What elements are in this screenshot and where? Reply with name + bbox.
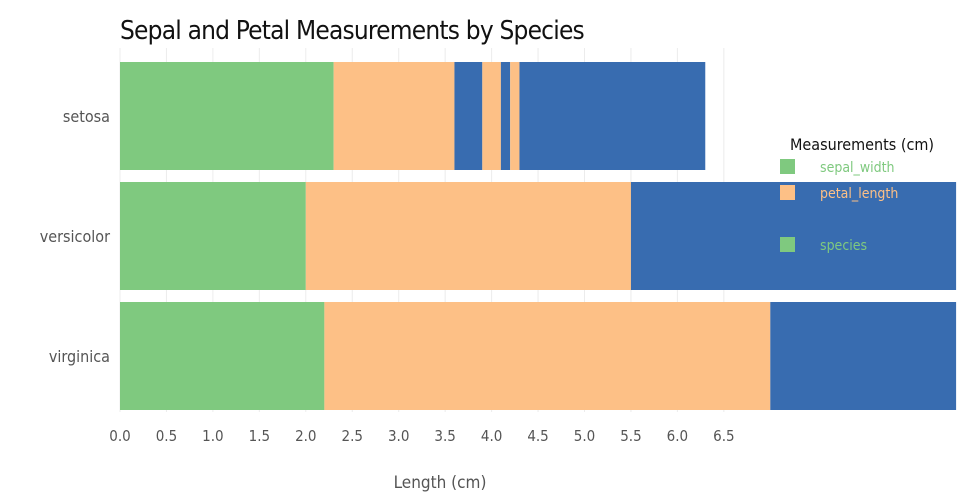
legend-swatch-species xyxy=(780,237,795,252)
category-label-setosa: setosa xyxy=(63,107,110,126)
bar-setosa-other-4 xyxy=(500,62,511,170)
x-tick-label-1: 0.5 xyxy=(156,427,177,445)
legend-label-sepal_width: sepal_width xyxy=(820,160,895,176)
bar-versicolor-sepal_width-7 xyxy=(120,182,306,290)
x-tick-label-11: 5.5 xyxy=(620,427,641,445)
legend-swatch-sepal_width xyxy=(780,159,795,174)
bar-setosa-petal_length-5 xyxy=(510,62,520,170)
legend-label-species: species xyxy=(820,238,867,254)
x-tick-label-2: 1.0 xyxy=(202,427,223,445)
bar-setosa-other-6 xyxy=(519,62,706,170)
x-tick-label-8: 4.0 xyxy=(481,427,502,445)
x-tick-label-13: 6.5 xyxy=(713,427,734,445)
category-labels: setosa versicolor virginica xyxy=(40,107,110,366)
bar-virginica-sepal_width-10 xyxy=(120,302,325,410)
x-tick-label-0: 0.0 xyxy=(109,427,130,445)
x-tick-label-10: 5.0 xyxy=(574,427,595,445)
chart-title: Sepal and Petal Measurements by Species xyxy=(120,16,585,46)
legend-label-petal_length: petal_length xyxy=(820,186,898,202)
bar-virginica-other-12 xyxy=(770,302,957,410)
x-tick-label-3: 1.5 xyxy=(249,427,270,445)
category-label-virginica: virginica xyxy=(49,347,110,366)
x-tick-label-12: 6.0 xyxy=(667,427,688,445)
x-tick-labels: 0.0 0.5 1.0 1.5 2.0 2.5 3.0 3.5 4.0 4.5 5.0 5.5 6.0 6… xyxy=(109,427,734,445)
bar-setosa-sepal_width-0 xyxy=(120,62,334,170)
bar-setosa-petal_length-3 xyxy=(482,62,501,170)
bar-setosa-petal_length-1 xyxy=(333,62,455,170)
legend: Measurements (cm) sepal_width petal_lengt… xyxy=(780,135,934,254)
x-tick-label-5: 2.5 xyxy=(342,427,363,445)
x-tick-label-7: 3.5 xyxy=(434,427,455,445)
bar-virginica-petal_length-11 xyxy=(324,302,771,410)
legend-swatch-petal_length xyxy=(780,185,795,200)
x-axis-title: Length (cm) xyxy=(394,473,487,493)
bars xyxy=(120,62,957,410)
category-label-versicolor: versicolor xyxy=(40,227,110,246)
bar-setosa-other-2 xyxy=(454,62,483,170)
x-tick-label-6: 3.0 xyxy=(388,427,409,445)
x-tick-label-4: 2.0 xyxy=(295,427,316,445)
x-tick-label-9: 4.5 xyxy=(527,427,548,445)
legend-title: Measurements (cm) xyxy=(790,135,934,154)
bar-versicolor-petal_length-8 xyxy=(305,182,631,290)
